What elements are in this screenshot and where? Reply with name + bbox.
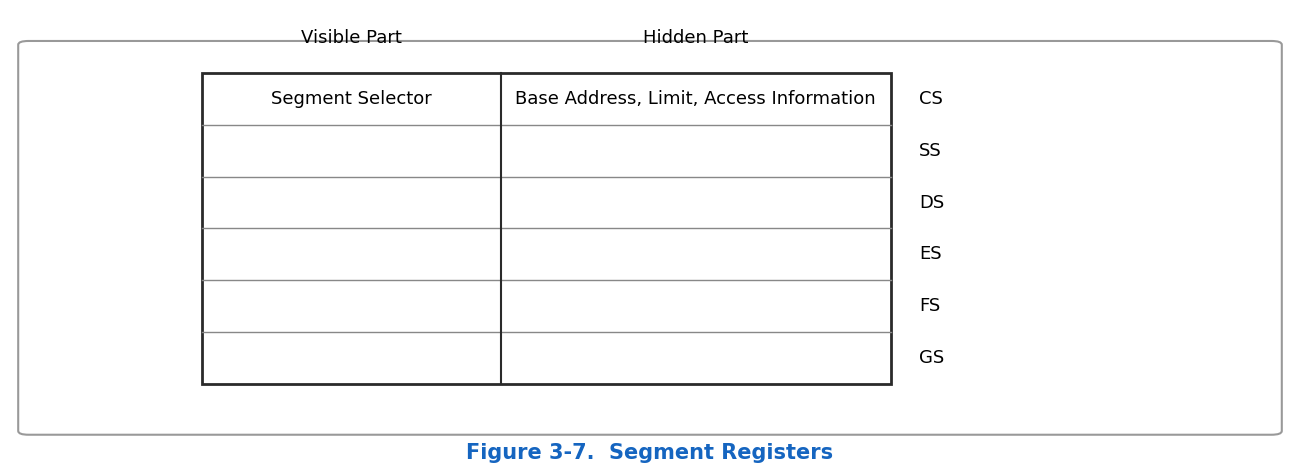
Text: Base Address, Limit, Access Information: Base Address, Limit, Access Information <box>515 90 876 108</box>
Text: Visible Part: Visible Part <box>300 29 402 47</box>
Text: ES: ES <box>919 245 941 263</box>
Text: Hidden Part: Hidden Part <box>642 29 749 47</box>
FancyBboxPatch shape <box>18 41 1282 435</box>
Text: SS: SS <box>919 142 942 160</box>
Text: Segment Selector: Segment Selector <box>270 90 432 108</box>
Bar <box>202 73 890 384</box>
Text: CS: CS <box>919 90 942 108</box>
Text: FS: FS <box>919 297 940 315</box>
Text: DS: DS <box>919 194 944 211</box>
Text: Figure 3-7.  Segment Registers: Figure 3-7. Segment Registers <box>467 443 833 463</box>
Text: GS: GS <box>919 349 944 367</box>
